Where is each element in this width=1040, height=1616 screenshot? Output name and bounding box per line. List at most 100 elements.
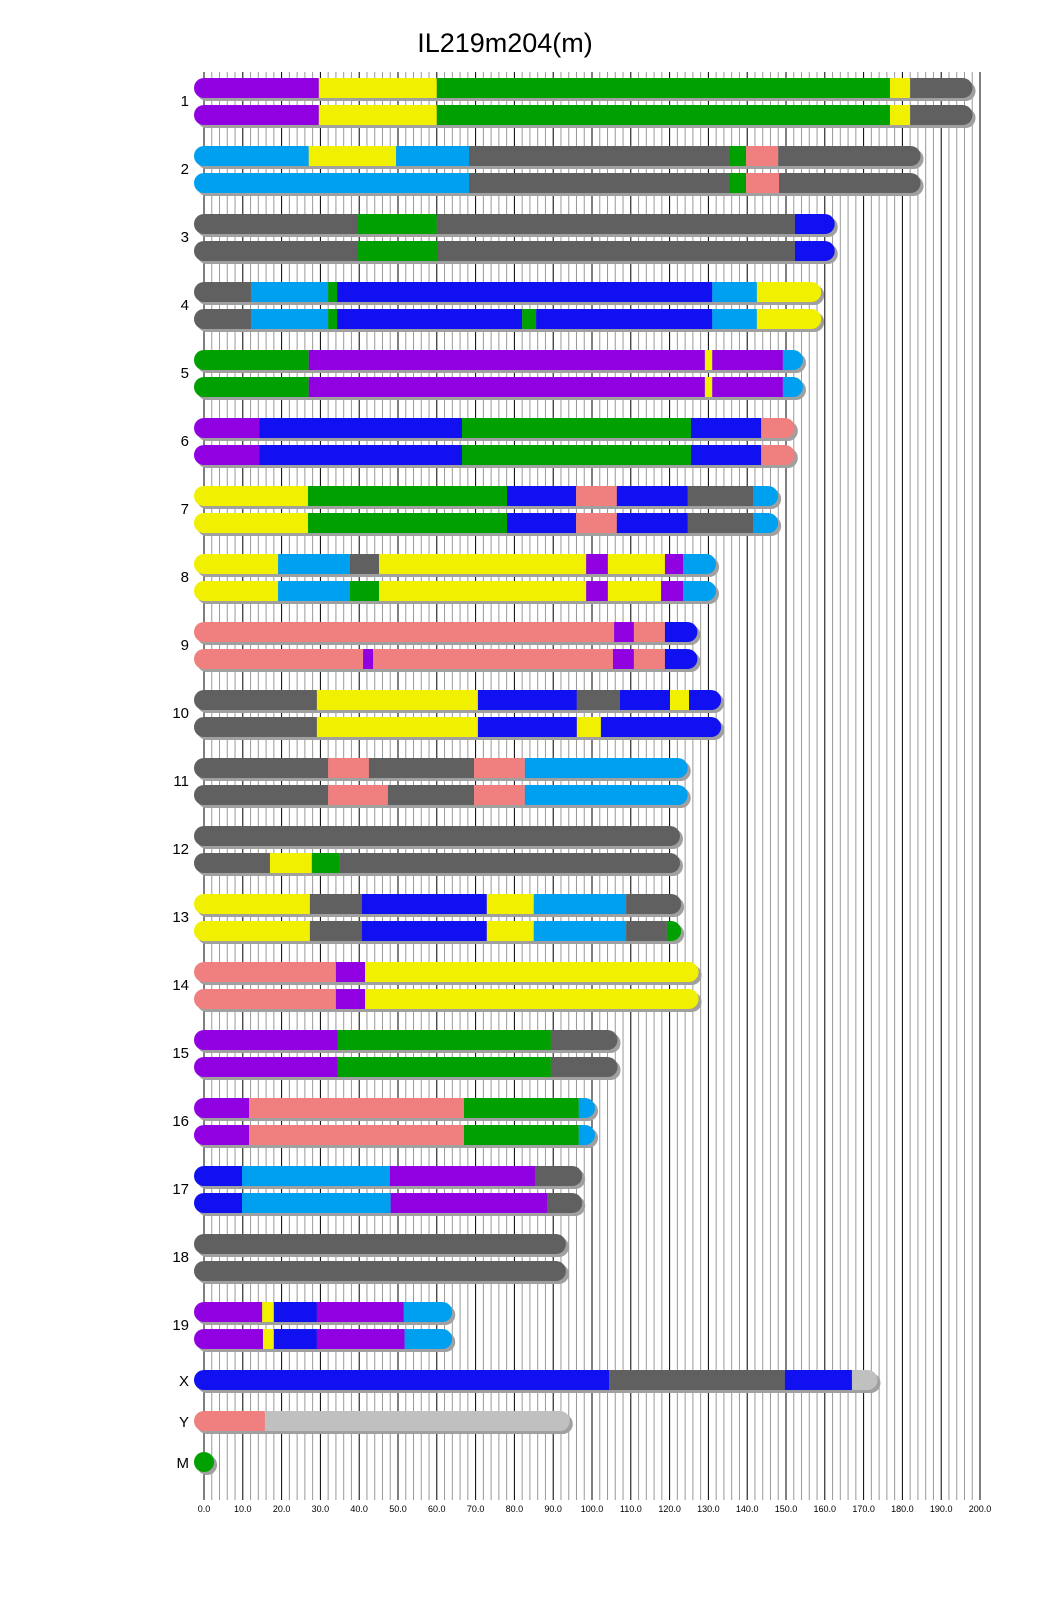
segment-Y bbox=[704, 377, 713, 397]
segment-S bbox=[264, 1411, 570, 1431]
chromosome-label: X bbox=[179, 1373, 189, 1390]
x-tick-label: 130.0 bbox=[697, 1504, 720, 1514]
segment-P bbox=[194, 1329, 263, 1349]
segment-D bbox=[626, 921, 667, 941]
x-tick-label: 110.0 bbox=[620, 1504, 642, 1514]
chromosome-label: 17 bbox=[172, 1181, 189, 1198]
segment-P bbox=[664, 554, 684, 574]
chromosome-label: 16 bbox=[172, 1113, 189, 1130]
haplotype-bar bbox=[194, 785, 691, 808]
haplotype-bar bbox=[194, 513, 782, 536]
segment-P bbox=[316, 1302, 404, 1322]
segment-K bbox=[328, 785, 388, 805]
segment-K bbox=[761, 418, 795, 438]
segment-B bbox=[194, 1370, 610, 1390]
segment-L bbox=[683, 554, 717, 574]
haplotype-bar bbox=[194, 690, 725, 713]
haplotype-bar bbox=[194, 282, 825, 305]
segment-Y bbox=[194, 486, 308, 506]
segment-B bbox=[194, 1166, 243, 1186]
segment-P bbox=[194, 1302, 263, 1322]
chromosome-label: 10 bbox=[172, 705, 189, 722]
segment-D bbox=[687, 486, 754, 506]
segment-B bbox=[664, 622, 698, 642]
haplotype-bar bbox=[194, 826, 683, 849]
segment-G bbox=[307, 513, 508, 533]
haplotype-bar bbox=[194, 894, 685, 917]
haplotype-bar bbox=[194, 989, 702, 1012]
segment-D bbox=[687, 513, 754, 533]
haplotype-bar bbox=[194, 1302, 456, 1325]
segment-Y bbox=[365, 962, 699, 982]
segment-G bbox=[194, 377, 309, 397]
segment-P bbox=[363, 649, 374, 669]
segment-G bbox=[522, 309, 537, 329]
segment-B bbox=[507, 486, 577, 506]
chromosome-label: 1 bbox=[181, 93, 189, 110]
segment-D bbox=[778, 146, 921, 166]
segment-P bbox=[712, 377, 783, 397]
haplotype-bar bbox=[194, 105, 976, 128]
x-tick-label: 0.0 bbox=[198, 1504, 211, 1514]
haplotype-bar bbox=[194, 486, 782, 509]
x-tick-label: 90.0 bbox=[544, 1504, 562, 1514]
haplotype-bar bbox=[194, 146, 924, 169]
segment-G bbox=[666, 921, 682, 941]
segment-D bbox=[626, 894, 682, 914]
haplotype-bar bbox=[194, 377, 806, 400]
segment-Y bbox=[486, 921, 534, 941]
haplotype-bar bbox=[194, 853, 683, 876]
segment-L bbox=[712, 309, 757, 329]
haplotype-bar bbox=[194, 418, 798, 441]
segment-Y bbox=[607, 581, 662, 601]
segment-D bbox=[546, 1193, 583, 1213]
segment-L bbox=[278, 554, 350, 574]
haplotype-bar bbox=[194, 1329, 456, 1352]
segment-Y bbox=[889, 105, 911, 125]
chromosome-label: 9 bbox=[181, 637, 189, 654]
segment-Y bbox=[194, 581, 279, 601]
chromosome-label: 7 bbox=[181, 501, 189, 518]
segment-G bbox=[337, 1030, 551, 1050]
segment-D bbox=[194, 826, 680, 846]
segment-P bbox=[389, 1166, 535, 1186]
segment-Y bbox=[318, 105, 437, 125]
chromosome-label: 11 bbox=[173, 773, 189, 790]
segment-L bbox=[782, 350, 803, 370]
segment-D bbox=[194, 282, 251, 302]
chromosome-label: 4 bbox=[181, 297, 189, 314]
segment-B bbox=[616, 513, 688, 533]
x-tick-label: 120.0 bbox=[658, 1504, 681, 1514]
segment-D bbox=[309, 921, 362, 941]
haplotype-bar bbox=[194, 1261, 569, 1284]
segment-Y bbox=[262, 1302, 274, 1322]
segment-B bbox=[619, 690, 670, 710]
x-tick-label: 30.0 bbox=[312, 1504, 330, 1514]
segment-K bbox=[249, 1125, 464, 1145]
segment-L bbox=[250, 309, 329, 329]
segment-Y bbox=[194, 513, 308, 533]
x-tick-label: 70.0 bbox=[467, 1504, 485, 1514]
segment-K bbox=[746, 146, 779, 166]
segment-D bbox=[550, 1030, 618, 1050]
chromosome-label: M bbox=[177, 1455, 190, 1472]
segment-L bbox=[250, 282, 329, 302]
segment-L bbox=[404, 1329, 453, 1349]
segment-G bbox=[194, 1452, 215, 1472]
segment-D bbox=[436, 214, 795, 234]
haplotype-bar bbox=[194, 309, 825, 332]
segment-D bbox=[194, 717, 317, 737]
haplotype-bar bbox=[194, 1234, 569, 1257]
segment-D bbox=[194, 690, 317, 710]
segment-G bbox=[358, 241, 438, 261]
segment-B bbox=[273, 1302, 317, 1322]
x-tick-label: 60.0 bbox=[428, 1504, 446, 1514]
segment-G bbox=[358, 214, 437, 234]
haplotype-bar bbox=[194, 1057, 621, 1080]
segment-G bbox=[463, 1098, 579, 1118]
segment-B bbox=[477, 717, 577, 737]
chromosome-label: 5 bbox=[181, 365, 189, 382]
chromosome-label: 2 bbox=[181, 161, 189, 178]
segment-L bbox=[712, 282, 757, 302]
segment-D bbox=[194, 241, 359, 261]
